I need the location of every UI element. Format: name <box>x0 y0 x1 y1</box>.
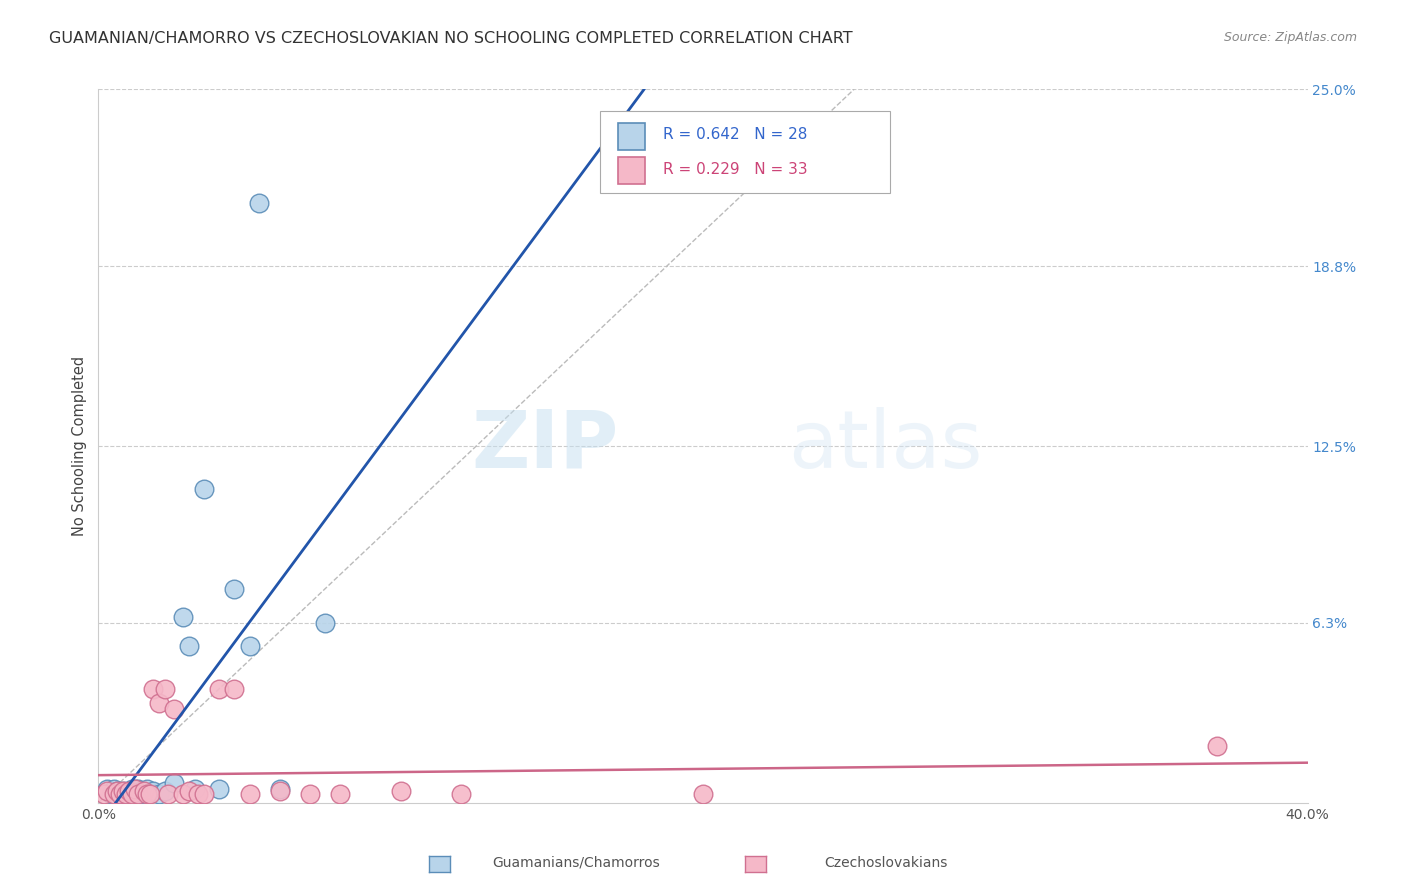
Point <box>93 787 115 801</box>
Point <box>163 701 186 715</box>
Point <box>142 681 165 696</box>
Point <box>172 787 194 801</box>
Point <box>450 787 472 801</box>
Point <box>389 784 412 798</box>
Point <box>239 639 262 653</box>
Point <box>96 784 118 798</box>
Point <box>118 784 141 798</box>
Point <box>132 784 155 798</box>
Point <box>193 787 215 801</box>
FancyBboxPatch shape <box>619 123 645 150</box>
Y-axis label: No Schooling Completed: No Schooling Completed <box>72 356 87 536</box>
Point <box>239 787 262 801</box>
Point <box>105 784 128 798</box>
Point <box>163 776 186 790</box>
Point <box>108 787 131 801</box>
Point <box>127 787 149 801</box>
FancyBboxPatch shape <box>619 157 645 184</box>
Point <box>142 784 165 798</box>
Point <box>692 787 714 801</box>
Point <box>132 787 155 801</box>
Text: ZIP: ZIP <box>471 407 619 485</box>
Text: R = 0.642   N = 28: R = 0.642 N = 28 <box>664 127 807 142</box>
Point <box>124 781 146 796</box>
Point <box>269 781 291 796</box>
Text: atlas: atlas <box>787 407 981 485</box>
Point <box>135 787 157 801</box>
Point <box>193 482 215 496</box>
Point <box>247 196 270 211</box>
Point <box>105 784 128 798</box>
Text: GUAMANIAN/CHAMORRO VS CZECHOSLOVAKIAN NO SCHOOLING COMPLETED CORRELATION CHART: GUAMANIAN/CHAMORRO VS CZECHOSLOVAKIAN NO… <box>49 31 853 46</box>
Point <box>224 582 246 596</box>
Point <box>96 781 118 796</box>
Point <box>121 787 143 801</box>
Point <box>299 787 322 801</box>
Text: Guamanians/Chamorros: Guamanians/Chamorros <box>492 855 661 870</box>
Point <box>153 681 176 696</box>
Point <box>187 787 209 801</box>
Point <box>111 784 134 798</box>
Point <box>121 781 143 796</box>
Point <box>100 787 122 801</box>
Point <box>153 784 176 798</box>
Point <box>314 615 336 630</box>
Point <box>135 781 157 796</box>
Point <box>108 787 131 801</box>
FancyBboxPatch shape <box>600 111 890 193</box>
Point <box>177 784 201 798</box>
Point <box>103 787 125 801</box>
Text: Czechoslovakians: Czechoslovakians <box>824 855 948 870</box>
Point <box>269 784 291 798</box>
Point <box>114 787 136 801</box>
Point <box>127 781 149 796</box>
Point <box>208 681 231 696</box>
Point <box>111 784 134 798</box>
Point <box>177 639 201 653</box>
Text: Source: ZipAtlas.com: Source: ZipAtlas.com <box>1223 31 1357 45</box>
Point <box>148 787 170 801</box>
Point <box>114 787 136 801</box>
Point <box>139 787 162 801</box>
Point <box>1206 739 1229 753</box>
Point <box>224 681 246 696</box>
Point <box>172 610 194 624</box>
Point <box>329 787 352 801</box>
Text: R = 0.229   N = 33: R = 0.229 N = 33 <box>664 161 807 177</box>
Point <box>156 787 179 801</box>
Point <box>208 781 231 796</box>
Point <box>184 781 207 796</box>
Point <box>148 696 170 710</box>
Point <box>129 784 152 798</box>
Point <box>124 781 146 796</box>
Point <box>118 784 141 798</box>
Point <box>103 781 125 796</box>
